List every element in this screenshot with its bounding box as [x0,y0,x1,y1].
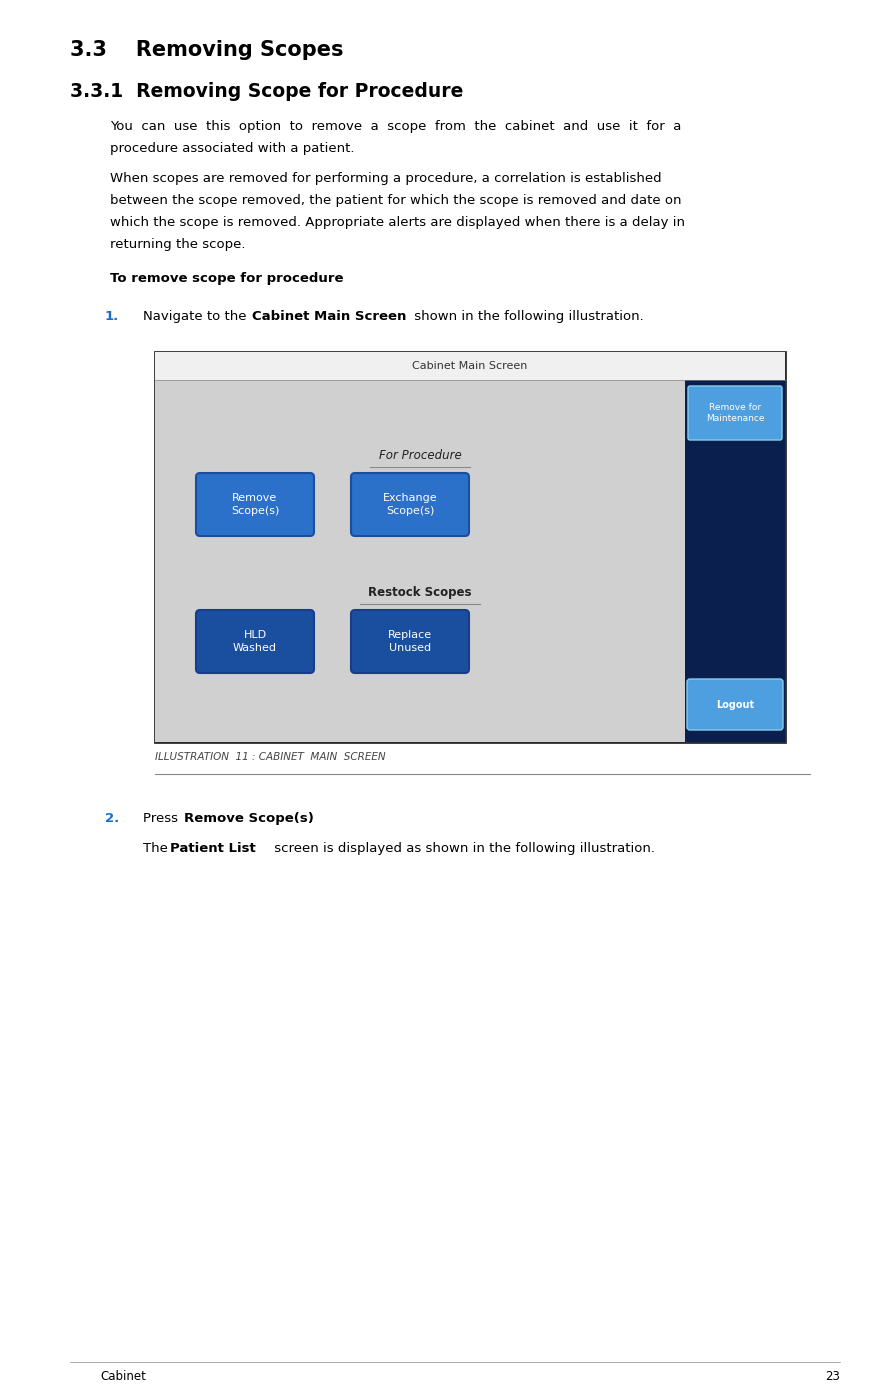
Text: procedure associated with a patient.: procedure associated with a patient. [110,142,354,155]
Bar [685,379,785,742]
Text: 2.: 2. [105,812,119,824]
Text: For Procedure: For Procedure [379,449,462,462]
Text: which the scope is removed. Appropriate alerts are displayed when there is a del: which the scope is removed. Appropriate … [110,216,685,229]
Text: Cabinet: Cabinet [100,1370,146,1382]
Text: Replace
Unused: Replace Unused [388,631,432,653]
FancyBboxPatch shape [687,679,783,730]
Text: .: . [308,812,313,824]
Text: Press: Press [143,812,182,824]
Text: 3.3    Removing Scopes: 3.3 Removing Scopes [70,40,344,60]
Text: Patient List: Patient List [170,843,256,855]
Text: Restock Scopes: Restock Scopes [368,586,471,598]
FancyBboxPatch shape [351,473,469,536]
Text: The: The [143,843,172,855]
Text: 23: 23 [825,1370,840,1382]
FancyBboxPatch shape [196,473,314,536]
Text: Remove for
Maintenance: Remove for Maintenance [706,403,764,423]
FancyBboxPatch shape [196,610,314,672]
Text: between the scope removed, the patient for which the scope is removed and date o: between the scope removed, the patient f… [110,194,682,206]
Text: Remove Scope(s): Remove Scope(s) [184,812,314,824]
Text: ILLUSTRATION  11 : CABINET  MAIN  SCREEN: ILLUSTRATION 11 : CABINET MAIN SCREEN [155,752,386,762]
Text: shown in the following illustration.: shown in the following illustration. [410,310,643,324]
Text: Navigate to the: Navigate to the [143,310,251,324]
FancyBboxPatch shape [688,386,782,439]
Text: Remove
Scope(s): Remove Scope(s) [231,494,279,516]
Text: 1.: 1. [105,310,119,324]
Text: returning the scope.: returning the scope. [110,239,246,251]
Bar [155,352,785,379]
Text: Cabinet Main Screen: Cabinet Main Screen [412,361,528,371]
Text: Logout: Logout [716,699,754,710]
Text: screen is displayed as shown in the following illustration.: screen is displayed as shown in the foll… [270,843,655,855]
Text: You  can  use  this  option  to  remove  a  scope  from  the  cabinet  and  use : You can use this option to remove a scop… [110,120,681,133]
Text: Cabinet Main Screen: Cabinet Main Screen [252,310,406,324]
Text: Exchange
Scope(s): Exchange Scope(s) [382,494,437,516]
FancyBboxPatch shape [155,352,785,742]
Text: HLD
Washed: HLD Washed [233,631,277,653]
Bar [155,379,685,742]
Text: To remove scope for procedure: To remove scope for procedure [110,272,344,285]
Text: When scopes are removed for performing a procedure, a correlation is established: When scopes are removed for performing a… [110,172,662,186]
Text: 3.3.1  Removing Scope for Procedure: 3.3.1 Removing Scope for Procedure [70,82,463,100]
FancyBboxPatch shape [351,610,469,672]
